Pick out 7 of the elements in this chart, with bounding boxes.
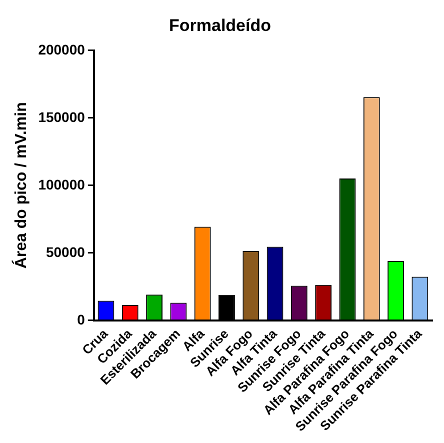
y-tick-label: 0 [77, 311, 86, 328]
y-tick-label: 150000 [38, 108, 86, 125]
y-tick-label: 100000 [38, 176, 86, 192]
y-tick-label: 200000 [38, 41, 86, 58]
y-tick-label: 50000 [46, 244, 86, 260]
chart-title: Formaldeído [168, 16, 272, 35]
y-axis-title: Área do pico / mV.min [11, 102, 30, 269]
